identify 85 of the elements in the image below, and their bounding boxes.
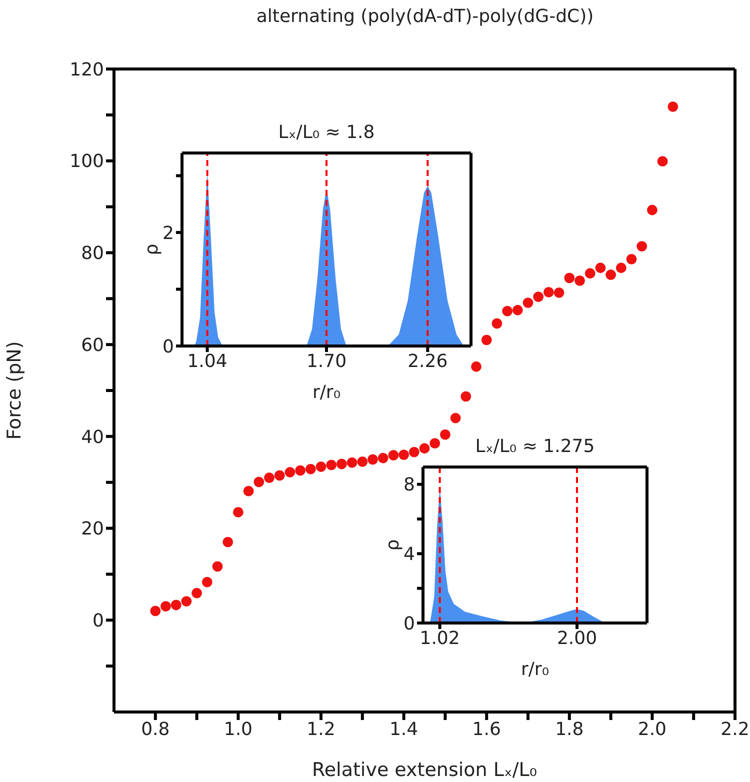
x-tick-label: 1.02 [420,628,460,649]
x-axis-title: r/r₀ [520,659,550,680]
y-tick-label: 8 [404,474,415,496]
y-tick-label: 0 [92,610,104,632]
point [222,536,234,548]
y-tick-label: 80 [81,243,104,264]
point [450,412,461,424]
point [616,262,626,274]
point [647,204,658,216]
point [368,454,378,465]
point [316,462,326,472]
point [460,391,472,402]
point [254,476,264,488]
point [584,268,596,279]
point [160,601,171,612]
point [408,446,420,458]
point [388,450,399,460]
x-axis-title: Relative extension Lₓ/L₀ [312,759,537,781]
y-tick-label: 2 [162,222,174,244]
x-tick-label: 1.4 [389,718,418,740]
y-tick-label: 4 [404,544,415,566]
x-tick-label: 1.6 [472,718,501,740]
point [284,467,296,478]
x-tick-label: 1.0 [224,718,253,740]
point [264,472,274,483]
y-tick-label: 20 [81,518,104,540]
point [170,600,182,610]
y-axis-title: Force (pN) [4,341,26,440]
point [192,588,202,598]
point [533,292,544,302]
point [512,304,523,316]
y-axis-title: ρ [141,244,162,256]
point [378,452,388,464]
point [554,287,564,298]
point [668,101,678,112]
point [419,443,430,454]
point [502,306,512,316]
point [274,470,285,481]
point [574,276,585,286]
point [636,241,648,252]
point [522,298,534,308]
point [233,507,244,518]
x-tick-label: 1.8 [555,718,584,740]
point [626,254,637,264]
y-tick-label: 0 [162,336,174,358]
point [606,270,616,280]
point [181,596,192,607]
x-tick-label: 0.8 [141,718,170,740]
point [544,287,554,298]
x-tick-label: 1.04 [187,350,228,372]
point [481,334,492,346]
point [492,318,502,329]
x-tick-label: 2.0 [638,718,667,740]
point [212,561,223,572]
point [295,465,306,476]
x-tick-label: 2.26 [408,350,448,372]
point [243,486,254,496]
point [336,458,347,470]
point [398,450,409,460]
point [346,457,358,468]
point [305,464,316,474]
x-tick-label: 2.2 [720,718,750,740]
x-axis-title: r/r₀ [312,382,341,403]
point [202,576,212,588]
point [564,272,575,284]
point [471,361,482,372]
x-tick-label: 1.70 [306,350,347,372]
y-tick-label: 0 [404,613,415,634]
point [357,456,368,467]
y-tick-label: 100 [70,151,104,172]
point [326,460,337,470]
point [595,262,606,274]
point [657,156,668,167]
chart-title: Lₓ/L₀ ≈ 1.8 [277,121,376,145]
x-tick-label: 2.00 [556,628,598,649]
x-tick-label: 1.2 [306,718,336,740]
y-tick-label: 60 [81,334,104,356]
y-axis-title: ρ [382,539,404,551]
chart-title: alternating (poly(dA-dT)-poly(dG-dC)) [255,6,595,27]
y-tick-label: 120 [70,59,104,80]
point [150,606,161,616]
point [430,438,440,449]
chart-title: Lₓ/L₀ ≈ 1.275 [474,435,596,459]
point [440,429,450,440]
y-tick-label: 40 [81,426,104,448]
